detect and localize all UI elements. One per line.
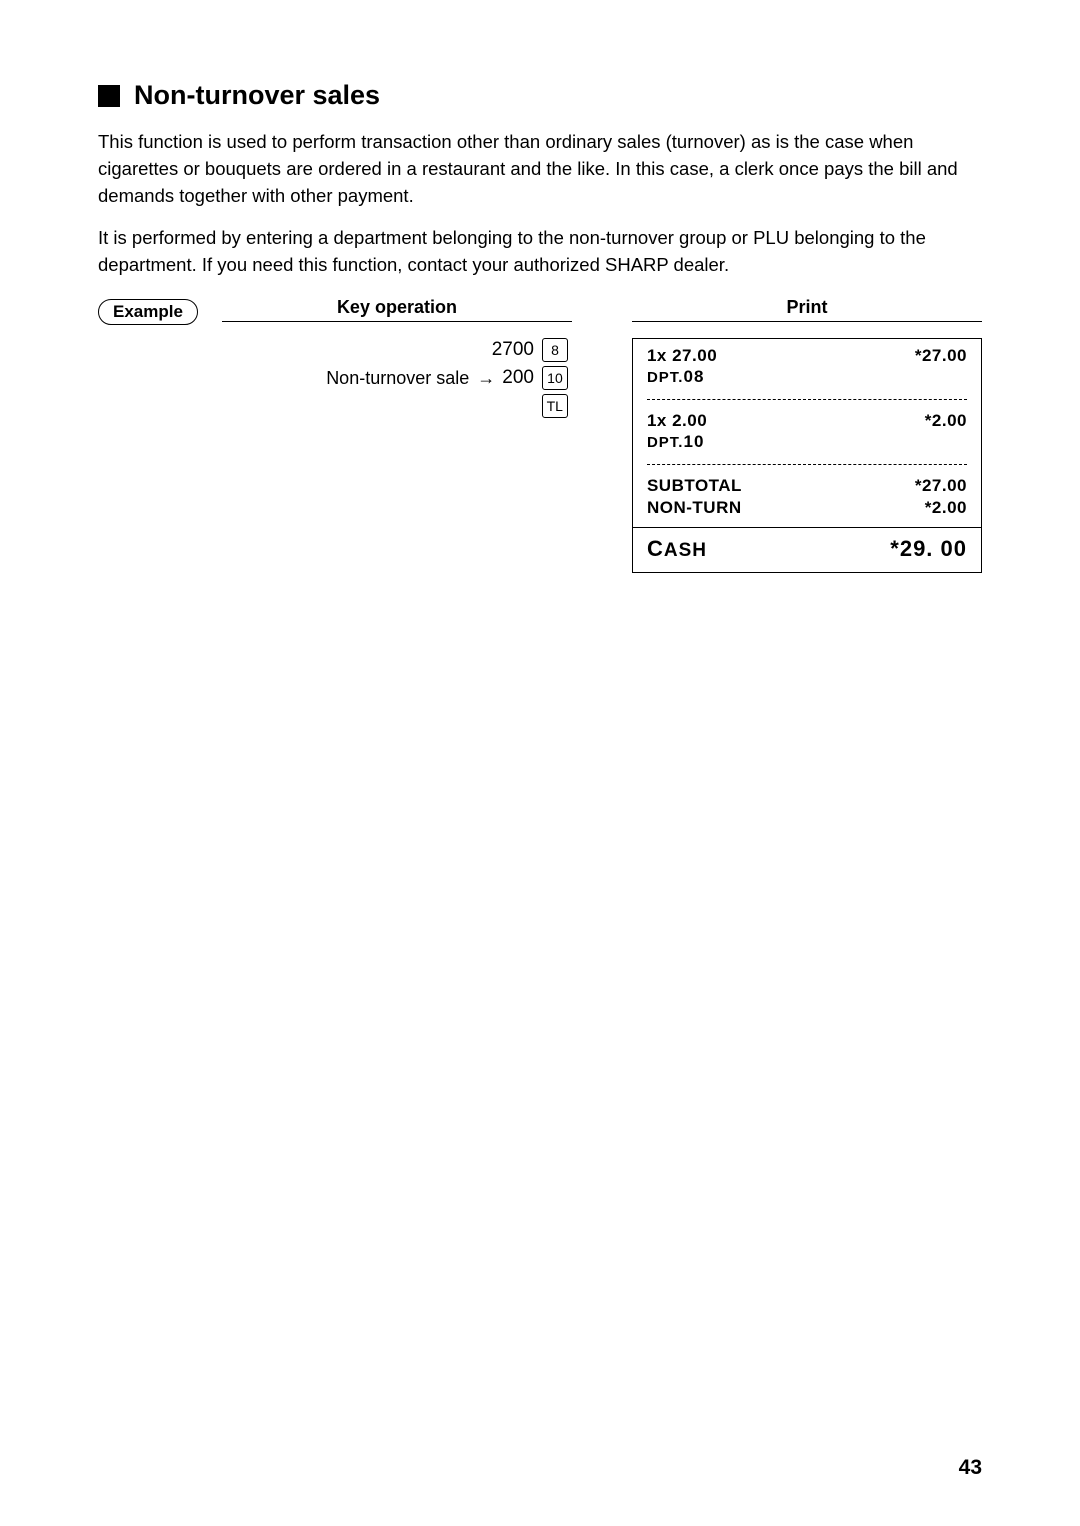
cash-amount: *29. 00 <box>890 536 967 562</box>
keyop-value: 200 <box>502 367 534 389</box>
example-badge: Example <box>98 299 198 325</box>
subtotal-label: SUBTOTAL <box>647 475 742 497</box>
print-column: Print 1x 27.00 *27.00 DPT.08 <box>632 297 982 573</box>
receipt-amount: *2.00 <box>925 410 967 432</box>
keyop-label: Non-turnover sale <box>326 368 469 389</box>
nonturn-label: NON-TURN <box>647 497 742 519</box>
key-operation-header: Key operation <box>222 297 572 322</box>
keyop-value: 2700 <box>492 339 534 361</box>
body-paragraph-1: This function is used to perform transac… <box>98 129 982 209</box>
print-header: Print <box>632 297 982 322</box>
receipt-qty-price: 1x 2.00 <box>647 410 707 432</box>
key-8: 8 <box>542 338 568 362</box>
page-number: 43 <box>959 1456 982 1480</box>
receipt-item-2: 1x 2.00 *2.00 DPT.10 <box>633 404 981 460</box>
section-heading: Non-turnover sales <box>98 80 982 111</box>
paragraph-text: It is performed by entering a department… <box>98 225 982 279</box>
example-row: Example Key operation 2700 8 Non-turnove… <box>98 297 982 573</box>
section-title-text: Non-turnover sales <box>134 80 380 111</box>
receipt-amount: *27.00 <box>915 345 967 367</box>
subtotal-amount: *27.00 <box>915 475 967 497</box>
key-10: 10 <box>542 366 568 390</box>
cash-label: CASH <box>647 536 707 562</box>
receipt-dpt-prefix: DPT. <box>647 369 684 386</box>
arrow-icon: → <box>477 368 494 389</box>
paragraph-text: This function is used to perform transac… <box>98 129 982 209</box>
nonturn-amount: *2.00 <box>925 497 967 519</box>
keyop-line-2: Non-turnover sale → 200 10 <box>326 366 568 390</box>
body-paragraph-2: It is performed by entering a department… <box>98 225 982 279</box>
receipt-cash-row: CASH *29. 00 <box>633 528 981 572</box>
receipt-qty-price: 1x 27.00 <box>647 345 717 367</box>
receipt-dpt-prefix: DPT. <box>647 434 684 451</box>
receipt-dpt-num: 10 <box>683 432 704 451</box>
receipt-subtotal: SUBTOTAL *27.00 NON-TURN *2.00 <box>633 469 981 527</box>
dashed-divider <box>647 399 967 400</box>
key-operation-column: Key operation 2700 8 Non-turnover sale →… <box>222 297 572 573</box>
receipt-dpt-num: 08 <box>683 367 704 386</box>
receipt-item-1: 1x 27.00 *27.00 DPT.08 <box>633 339 981 395</box>
keyop-line-3: TL <box>542 394 568 418</box>
bullet-icon <box>98 85 120 107</box>
dashed-divider <box>647 464 967 465</box>
keyop-line-1: 2700 8 <box>492 338 568 362</box>
key-tl: TL <box>542 394 568 418</box>
receipt: 1x 27.00 *27.00 DPT.08 1x 2.00 *2.00 <box>632 338 982 573</box>
